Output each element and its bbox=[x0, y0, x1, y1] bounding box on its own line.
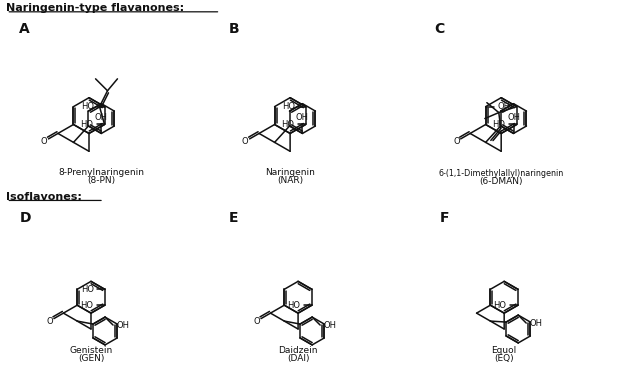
Text: HO: HO bbox=[80, 120, 93, 129]
Text: HO: HO bbox=[282, 102, 295, 111]
Text: 8-Prenylnaringenin: 8-Prenylnaringenin bbox=[58, 168, 144, 176]
Text: HO: HO bbox=[82, 285, 94, 294]
Text: (DAI): (DAI) bbox=[287, 354, 310, 363]
Text: Naringenin-type flavanones:: Naringenin-type flavanones: bbox=[6, 3, 184, 13]
Text: E: E bbox=[229, 211, 238, 225]
Text: O: O bbox=[453, 137, 460, 146]
Text: HO: HO bbox=[281, 120, 294, 129]
Text: D: D bbox=[20, 211, 31, 225]
Text: OH: OH bbox=[116, 320, 130, 330]
Text: C: C bbox=[434, 22, 445, 36]
Text: Daidzein: Daidzein bbox=[279, 346, 318, 355]
Text: (GEN): (GEN) bbox=[78, 354, 104, 363]
Text: HO: HO bbox=[494, 301, 506, 310]
Text: 6-(1,1-Dimethylallyl)naringenin: 6-(1,1-Dimethylallyl)naringenin bbox=[439, 169, 564, 178]
Text: Naringenin: Naringenin bbox=[265, 168, 315, 176]
Text: OH: OH bbox=[507, 113, 520, 122]
Text: HO: HO bbox=[81, 102, 94, 111]
Text: HO: HO bbox=[492, 120, 505, 129]
Text: Equol: Equol bbox=[492, 346, 517, 355]
Text: HO: HO bbox=[287, 301, 301, 310]
Text: (8-PN): (8-PN) bbox=[87, 176, 115, 185]
Text: O: O bbox=[41, 137, 47, 146]
Text: A: A bbox=[20, 22, 30, 36]
Text: F: F bbox=[439, 211, 449, 225]
Text: (6-DMAN): (6-DMAN) bbox=[479, 176, 523, 186]
Text: O: O bbox=[242, 137, 249, 146]
Text: B: B bbox=[229, 22, 239, 36]
Text: Isoflavones:: Isoflavones: bbox=[6, 192, 82, 202]
Text: (NAR): (NAR) bbox=[277, 176, 303, 185]
Text: OH: OH bbox=[497, 102, 510, 111]
Text: O: O bbox=[46, 317, 53, 325]
Text: OH: OH bbox=[323, 320, 337, 330]
Text: Genistein: Genistein bbox=[70, 346, 113, 355]
Text: OH: OH bbox=[95, 113, 108, 122]
Text: (EQ): (EQ) bbox=[494, 354, 514, 363]
Text: O: O bbox=[253, 317, 260, 325]
Text: OH: OH bbox=[296, 113, 309, 122]
Text: HO: HO bbox=[80, 301, 94, 310]
Text: OH: OH bbox=[530, 319, 542, 327]
